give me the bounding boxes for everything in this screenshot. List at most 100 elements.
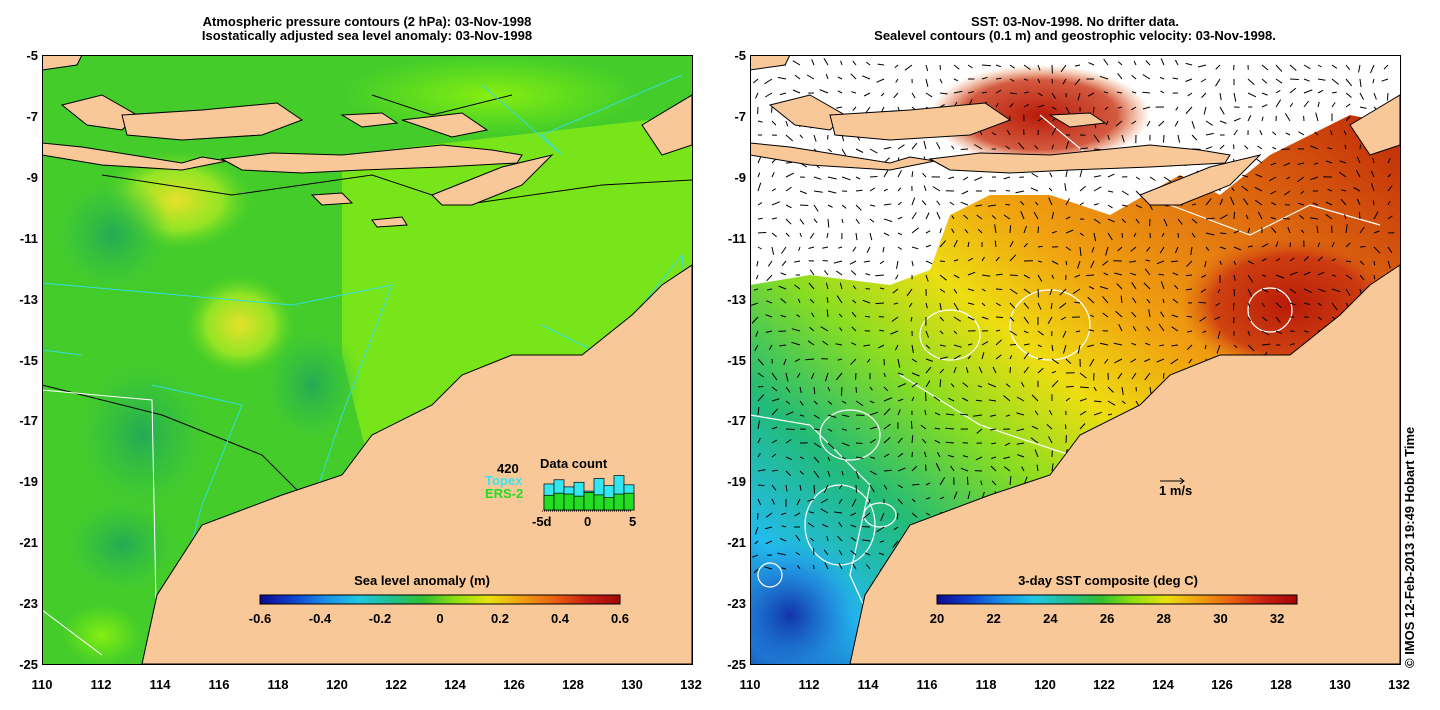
velocity-arrow [994, 224, 997, 234]
velocity-arrow [1244, 145, 1249, 150]
velocity-arrow [813, 414, 820, 419]
velocity-arrow [1355, 169, 1361, 178]
velocity-arrow [1300, 229, 1305, 234]
velocity-arrow [1037, 64, 1041, 71]
velocity-arrow [797, 298, 801, 304]
velocity-arrow [939, 260, 945, 262]
right-map-frame [750, 55, 1401, 665]
velocity-arrow [1093, 203, 1099, 206]
velocity-arrow [911, 227, 919, 234]
right-lat-tick-8: -21 [727, 535, 746, 551]
velocity-arrow [922, 172, 927, 178]
velocity-arrow [1356, 198, 1361, 206]
left-colorbar-tick-4: 0.2 [490, 611, 510, 626]
velocity-arrow [869, 470, 877, 476]
velocity-arrow [781, 567, 787, 570]
velocity-arrow [891, 316, 899, 322]
velocity-scale-label: 1 m/s [1159, 483, 1192, 498]
velocity-arrow [904, 64, 913, 71]
velocity-arrow [777, 76, 787, 80]
velocity-arrow [1146, 120, 1151, 127]
velocity-arrow [1015, 190, 1025, 194]
velocity-arrow [869, 218, 875, 223]
velocity-arrow [779, 537, 787, 542]
velocity-arrow [838, 484, 843, 490]
velocity-arrow [953, 316, 961, 322]
velocity-arrow [855, 189, 863, 192]
velocity-arrow [785, 470, 792, 477]
velocity-arrow [967, 271, 976, 276]
velocity-arrow [1051, 127, 1057, 136]
velocity-arrow [757, 420, 761, 430]
velocity-arrow [1065, 229, 1074, 234]
velocity-arrow [1046, 424, 1053, 430]
velocity-arrow [1215, 302, 1221, 307]
data-count-axis-mid: 0 [584, 514, 591, 529]
velocity-arrow [1142, 74, 1151, 80]
velocity-arrow [813, 548, 815, 556]
velocity-arrow [1003, 176, 1011, 180]
velocity-arrow [1174, 59, 1179, 66]
velocity-arrow [1205, 246, 1210, 252]
velocity-arrow [1373, 246, 1381, 254]
velocity-arrow [1205, 146, 1213, 150]
velocity-arrow [785, 400, 791, 405]
velocity-arrow [855, 484, 857, 493]
velocity-arrow [1016, 442, 1025, 445]
velocity-arrow [757, 246, 762, 250]
velocity-arrow [1074, 78, 1081, 86]
velocity-arrow [1231, 187, 1235, 192]
velocity-arrow [1051, 344, 1054, 352]
velocity-arrow [1088, 62, 1095, 66]
velocity-arrow [1129, 260, 1137, 263]
velocity-arrow [925, 512, 931, 516]
velocity-arrow [1117, 372, 1123, 380]
velocity-arrow [771, 426, 778, 430]
velocity-arrow [1107, 204, 1113, 209]
velocity-arrow [813, 218, 818, 224]
velocity-arrow [945, 427, 955, 430]
velocity-arrow [1185, 274, 1193, 277]
velocity-arrow [1191, 203, 1197, 206]
velocity-arrow [771, 120, 777, 126]
velocity-arrow [991, 456, 997, 459]
velocity-arrow [1345, 78, 1353, 87]
velocity-arrow [989, 428, 997, 431]
velocity-arrow [1117, 246, 1123, 252]
velocity-arrow [1303, 330, 1309, 333]
velocity-arrow [1219, 106, 1225, 115]
data-count-axis-left: -5d [532, 514, 552, 529]
right-lat-tick-10: -25 [727, 657, 746, 672]
velocity-arrow [981, 76, 988, 80]
velocity-arrow [995, 339, 1003, 346]
velocity-arrow [1310, 176, 1319, 181]
velocity-arrow [967, 355, 972, 360]
velocity-arrow [862, 299, 871, 304]
velocity-arrow [953, 259, 959, 262]
velocity-arrow [1331, 102, 1336, 108]
velocity-arrow [995, 329, 1001, 332]
velocity-arrow [780, 246, 787, 254]
velocity-arrow [785, 162, 793, 164]
velocity-arrow [771, 398, 780, 402]
velocity-arrow [1120, 295, 1123, 304]
velocity-arrow [1065, 106, 1070, 114]
velocity-arrow [897, 409, 901, 416]
velocity-arrow [992, 366, 997, 374]
velocity-arrow [976, 428, 983, 434]
velocity-arrow [1313, 162, 1319, 165]
velocity-arrow [1289, 87, 1297, 94]
velocity-arrow [840, 60, 843, 66]
velocity-arrow [1255, 157, 1263, 164]
velocity-arrow [1003, 395, 1011, 402]
velocity-arrow [837, 76, 843, 80]
velocity-arrow [1310, 145, 1319, 150]
velocity-arrow [883, 437, 891, 444]
velocity-arrow [1185, 288, 1193, 291]
velocity-arrow [771, 232, 777, 238]
velocity-arrow [765, 540, 773, 545]
velocity-arrow [1135, 218, 1140, 224]
velocity-arrow [1247, 260, 1255, 265]
velocity-arrow [1261, 274, 1267, 277]
velocity-arrow [1079, 410, 1087, 416]
